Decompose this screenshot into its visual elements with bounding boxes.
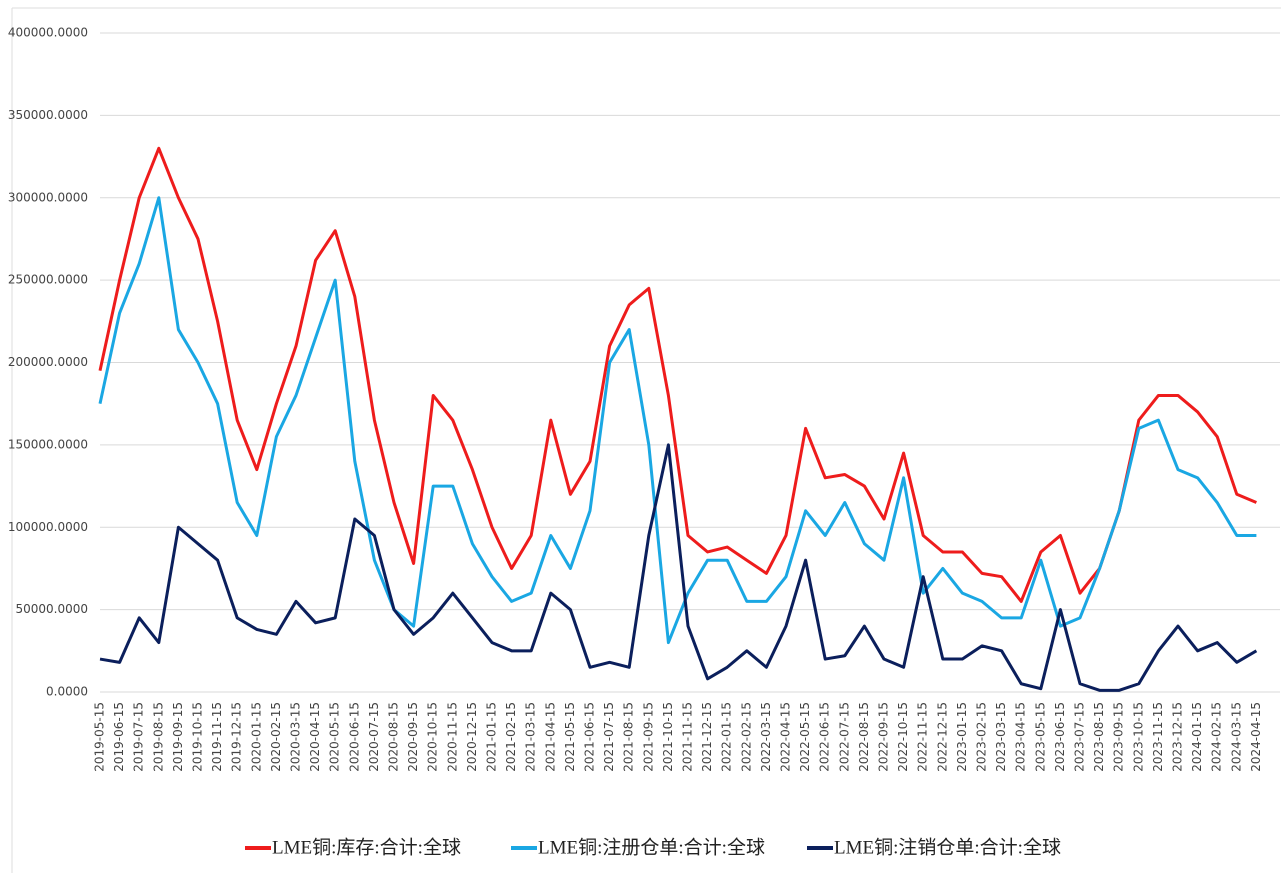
y-tick-label: 250000.0000	[8, 273, 88, 287]
x-tick-label: 2022-12-15	[935, 702, 949, 772]
x-tick-label: 2023-03-15	[994, 702, 1008, 772]
x-tick-label: 2022-11-15	[916, 702, 930, 772]
x-tick-label: 2021-06-15	[583, 702, 597, 772]
series-line	[99, 443, 1258, 692]
x-tick-label: 2021-10-15	[661, 702, 675, 772]
x-tick-label: 2021-07-15	[602, 702, 616, 772]
y-tick-label: 200000.0000	[8, 355, 88, 369]
x-tick-label: 2020-11-15	[445, 702, 459, 772]
y-tick-label: 400000.0000	[8, 26, 88, 40]
x-tick-label: 2023-08-15	[1092, 702, 1106, 772]
x-tick-label: 2023-02-15	[975, 702, 989, 772]
x-tick-label: 2024-04-15	[1249, 702, 1263, 772]
x-tick-label: 2022-05-15	[798, 702, 812, 772]
y-tick-label: 0.0000	[46, 685, 88, 699]
x-tick-label: 2023-01-15	[955, 702, 969, 772]
x-tick-label: 2022-03-15	[759, 702, 773, 772]
y-tick-label: 150000.0000	[8, 437, 88, 451]
x-tick-label: 2023-11-15	[1151, 702, 1165, 772]
x-tick-label: 2019-09-15	[171, 702, 185, 772]
x-tick-label: 2022-09-15	[877, 702, 891, 772]
y-tick-label: 300000.0000	[8, 190, 88, 204]
x-tick-label: 2023-05-15	[1033, 702, 1047, 772]
x-tick-label: 2023-04-15	[1014, 702, 1028, 772]
x-tick-label: 2022-04-15	[779, 702, 793, 772]
x-tick-label: 2022-10-15	[896, 702, 910, 772]
x-tick-label: 2021-12-15	[700, 702, 714, 772]
x-tick-label: 2024-01-15	[1190, 702, 1204, 772]
x-tick-label: 2021-04-15	[543, 702, 557, 772]
x-tick-label: 2020-02-15	[269, 702, 283, 772]
x-tick-label: 2019-11-15	[210, 702, 224, 772]
x-tick-label: 2020-07-15	[367, 702, 381, 772]
x-tick-label: 2022-01-15	[720, 702, 734, 772]
x-tick-label: 2020-12-15	[465, 702, 479, 772]
y-tick-label: 100000.0000	[8, 520, 88, 534]
x-tick-label: 2023-10-15	[1131, 702, 1145, 772]
x-tick-label: 2019-08-15	[151, 702, 165, 772]
x-tick-label: 2024-02-15	[1210, 702, 1224, 772]
x-tick-label: 2021-11-15	[681, 702, 695, 772]
x-tick-label: 2019-05-15	[93, 702, 107, 772]
series-line	[98, 146, 1257, 603]
x-tick-label: 2019-12-15	[230, 702, 244, 772]
x-tick-label: 2021-03-15	[524, 702, 538, 772]
y-tick-label: 350000.0000	[8, 108, 88, 122]
x-tick-label: 2021-08-15	[622, 702, 636, 772]
series-line	[98, 196, 1257, 645]
x-tick-label: 2024-03-15	[1229, 702, 1243, 772]
x-tick-label: 2022-02-15	[739, 702, 753, 772]
x-tick-label: 2020-01-15	[249, 702, 263, 772]
x-tick-label: 2020-06-15	[347, 702, 361, 772]
legend-label: LME铜:库存:合计:全球	[272, 836, 461, 858]
x-tick-label: 2019-07-15	[132, 702, 146, 772]
x-tick-label: 2022-06-15	[818, 702, 832, 772]
legend-label: LME铜:注册仓单:合计:全球	[538, 836, 765, 858]
x-tick-label: 2022-07-15	[837, 702, 851, 772]
x-tick-label: 2020-03-15	[289, 702, 303, 772]
legend-label: LME铜:注销仓单:合计:全球	[834, 836, 1061, 858]
x-tick-label: 2020-05-15	[328, 702, 342, 772]
x-tick-label: 2023-06-15	[1053, 702, 1067, 772]
x-tick-label: 2020-10-15	[426, 702, 440, 772]
x-tick-label: 2020-09-15	[406, 702, 420, 772]
x-tick-label: 2021-01-15	[485, 702, 499, 772]
x-tick-label: 2021-02-15	[504, 702, 518, 772]
x-tick-label: 2023-12-15	[1171, 702, 1185, 772]
legend: LME铜:库存:合计:全球 LME铜:注册仓单:合计:全球 LME铜:注销仓单:合计…	[245, 836, 1061, 858]
x-tick-label: 2022-08-15	[857, 702, 871, 772]
x-tick-label: 2019-06-15	[112, 702, 126, 772]
x-tick-label: 2020-08-15	[387, 702, 401, 772]
x-tick-label: 2021-09-15	[641, 702, 655, 772]
x-tick-label: 2019-10-15	[191, 702, 205, 772]
x-tick-label: 2023-07-15	[1073, 702, 1087, 772]
y-tick-label: 50000.0000	[15, 602, 88, 616]
x-tick-label: 2021-05-15	[563, 702, 577, 772]
x-tick-label: 2020-04-15	[308, 702, 322, 772]
x-tick-label: 2023-09-15	[1112, 702, 1126, 772]
